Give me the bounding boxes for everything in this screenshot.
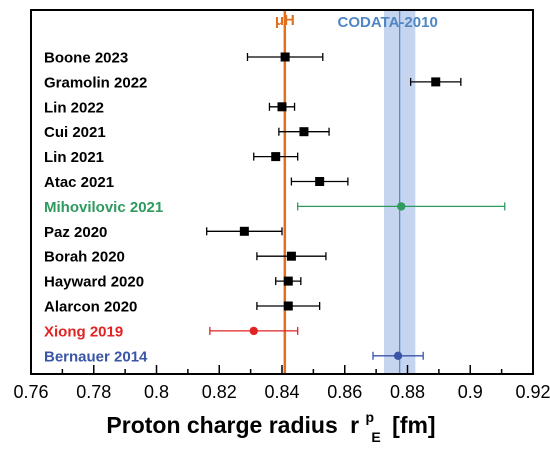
row-label: Atac 2021 bbox=[44, 174, 114, 191]
data-row: Boone 2023 bbox=[44, 50, 324, 67]
data-row: Xiong 2019 bbox=[44, 323, 299, 340]
x-axis-label-text: Proton charge radius bbox=[106, 412, 337, 438]
point-marker bbox=[280, 52, 290, 62]
point-marker bbox=[286, 251, 296, 261]
x-tick-label: 0.78 bbox=[76, 382, 111, 402]
point-marker bbox=[431, 77, 441, 87]
x-tick-label: 0.76 bbox=[13, 382, 48, 402]
x-axis-ticks: 0.76 0.78 0.8 0.82 0.84 0.86 0.88 0.9 0.92 bbox=[13, 365, 550, 402]
row-label: Lin 2022 bbox=[44, 99, 104, 116]
row-label: Boone 2023 bbox=[44, 50, 128, 67]
data-row: Cui 2021 bbox=[44, 124, 330, 141]
codata-label: CODATA-2010 bbox=[338, 14, 438, 31]
row-label: Gramolin 2022 bbox=[44, 74, 147, 91]
point-marker bbox=[271, 152, 281, 162]
point-marker bbox=[239, 226, 249, 236]
data-row: Lin 2022 bbox=[44, 99, 296, 116]
x-tick-label: 0.84 bbox=[264, 382, 299, 402]
x-axis-label: Proton charge radius r p E [fm] bbox=[106, 401, 435, 447]
x-axis-subscript: E bbox=[371, 429, 380, 445]
point-marker bbox=[393, 351, 403, 360]
data-row: Borah 2020 bbox=[44, 249, 327, 266]
x-tick-label: 0.86 bbox=[327, 382, 362, 402]
data-row: Bernauer 2014 bbox=[44, 348, 424, 365]
x-tick-label: 0.92 bbox=[515, 382, 550, 402]
muh-label: μH bbox=[275, 12, 295, 29]
data-row: Lin 2021 bbox=[44, 149, 299, 166]
data-row: Alarcon 2020 bbox=[44, 299, 321, 316]
point-marker bbox=[397, 202, 406, 211]
row-label: Cui 2021 bbox=[44, 124, 106, 141]
point-marker bbox=[283, 301, 293, 311]
x-tick-label: 0.8 bbox=[144, 382, 169, 402]
point-marker bbox=[283, 276, 293, 286]
data-row: Hayward 2020 bbox=[44, 274, 302, 291]
data-points: Boone 2023 Gramolin 2022 Lin 2022 Cui 2021 L… bbox=[44, 50, 506, 365]
data-row: Mihovilovic 2021 bbox=[44, 199, 506, 216]
data-row: Paz 2020 bbox=[44, 224, 283, 241]
row-label: Alarcon 2020 bbox=[44, 299, 137, 316]
point-marker bbox=[249, 326, 258, 336]
point-marker bbox=[315, 177, 325, 186]
row-label: Lin 2021 bbox=[44, 149, 104, 166]
data-row: Atac 2021 bbox=[44, 174, 349, 191]
x-axis-superscript: p bbox=[365, 409, 374, 425]
row-label: Bernauer 2014 bbox=[44, 348, 148, 365]
row-label: Hayward 2020 bbox=[44, 274, 144, 291]
row-label: Paz 2020 bbox=[44, 224, 107, 241]
data-row: Gramolin 2022 bbox=[44, 74, 462, 91]
x-tick-label: 0.88 bbox=[390, 382, 425, 402]
x-axis-unit: [fm] bbox=[392, 412, 435, 438]
row-label: Xiong 2019 bbox=[44, 323, 123, 340]
point-marker bbox=[299, 127, 309, 137]
row-label: Borah 2020 bbox=[44, 249, 125, 266]
row-label: Mihovilovic 2021 bbox=[44, 199, 163, 216]
point-marker bbox=[277, 102, 287, 112]
x-tick-label: 0.82 bbox=[202, 382, 237, 402]
x-tick-label: 0.9 bbox=[458, 382, 483, 402]
x-axis-symbol: r bbox=[350, 412, 359, 438]
